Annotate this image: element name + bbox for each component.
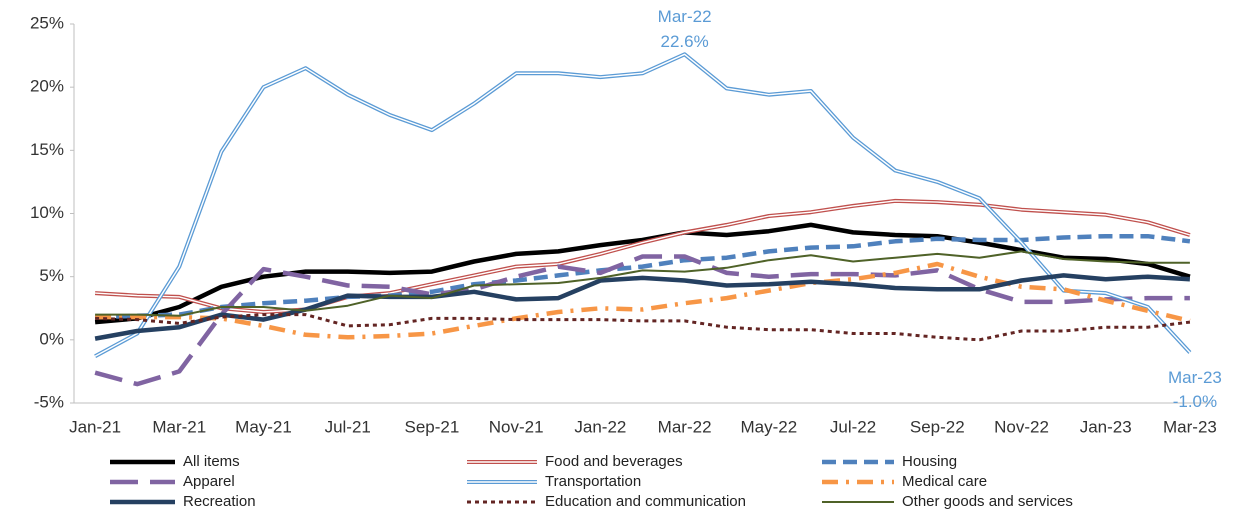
x-tick-label: Mar-21	[152, 417, 206, 436]
legend-label: Recreation	[183, 493, 256, 510]
x-tick-label: Sep-21	[405, 417, 460, 436]
line	[95, 233, 1191, 320]
line	[94, 222, 1191, 325]
x-tick-label: Sep-22	[910, 417, 965, 436]
y-tick-label: 20%	[30, 77, 64, 96]
legend-label: Food and beverages	[545, 453, 683, 470]
x-tick-label: Jan-22	[574, 417, 626, 436]
x-tick-label: Jan-21	[69, 417, 121, 436]
legend-label: Apparel	[183, 473, 235, 490]
line	[95, 250, 1190, 317]
y-tick-label: 0%	[39, 329, 64, 348]
legend-label: Other goods and services	[902, 493, 1073, 510]
y-tick-label: 5%	[39, 266, 64, 285]
series	[94, 198, 1191, 314]
annotation-x: Mar-23	[1168, 368, 1222, 387]
legend-label: All items	[183, 453, 240, 470]
annotation-label: -1.0%	[1173, 392, 1217, 411]
series	[94, 52, 1192, 359]
x-tick-label: Mar-22	[658, 417, 712, 436]
line	[94, 254, 1190, 387]
legend-label: Education and communication	[545, 493, 746, 510]
x-tick-label: Nov-21	[489, 417, 544, 436]
x-tick-label: May-22	[740, 417, 797, 436]
line-inner	[94, 53, 1191, 357]
y-tick-label: -5%	[34, 392, 64, 411]
x-tick-label: Jan-23	[1080, 417, 1132, 436]
series	[95, 250, 1190, 317]
y-tick-label: 25%	[30, 13, 64, 32]
x-tick-label: Mar-23	[1163, 417, 1217, 436]
annotation-x: Mar-22	[658, 7, 712, 26]
series	[95, 233, 1191, 320]
x-tick-label: May-21	[235, 417, 292, 436]
line-inner	[95, 200, 1191, 313]
series	[94, 273, 1191, 341]
y-tick-label: 15%	[30, 140, 64, 159]
legend-label: Housing	[902, 453, 957, 470]
x-tick-label: Jul-21	[325, 417, 371, 436]
series	[94, 254, 1190, 387]
annotation-label: 22.6%	[661, 32, 709, 51]
legend-label: Transportation	[545, 473, 641, 490]
line	[94, 273, 1191, 341]
legend-label: Medical care	[902, 473, 987, 490]
x-tick-label: Nov-22	[994, 417, 1049, 436]
y-tick-label: 10%	[30, 203, 64, 222]
x-tick-label: Jul-22	[830, 417, 876, 436]
series	[94, 222, 1191, 325]
